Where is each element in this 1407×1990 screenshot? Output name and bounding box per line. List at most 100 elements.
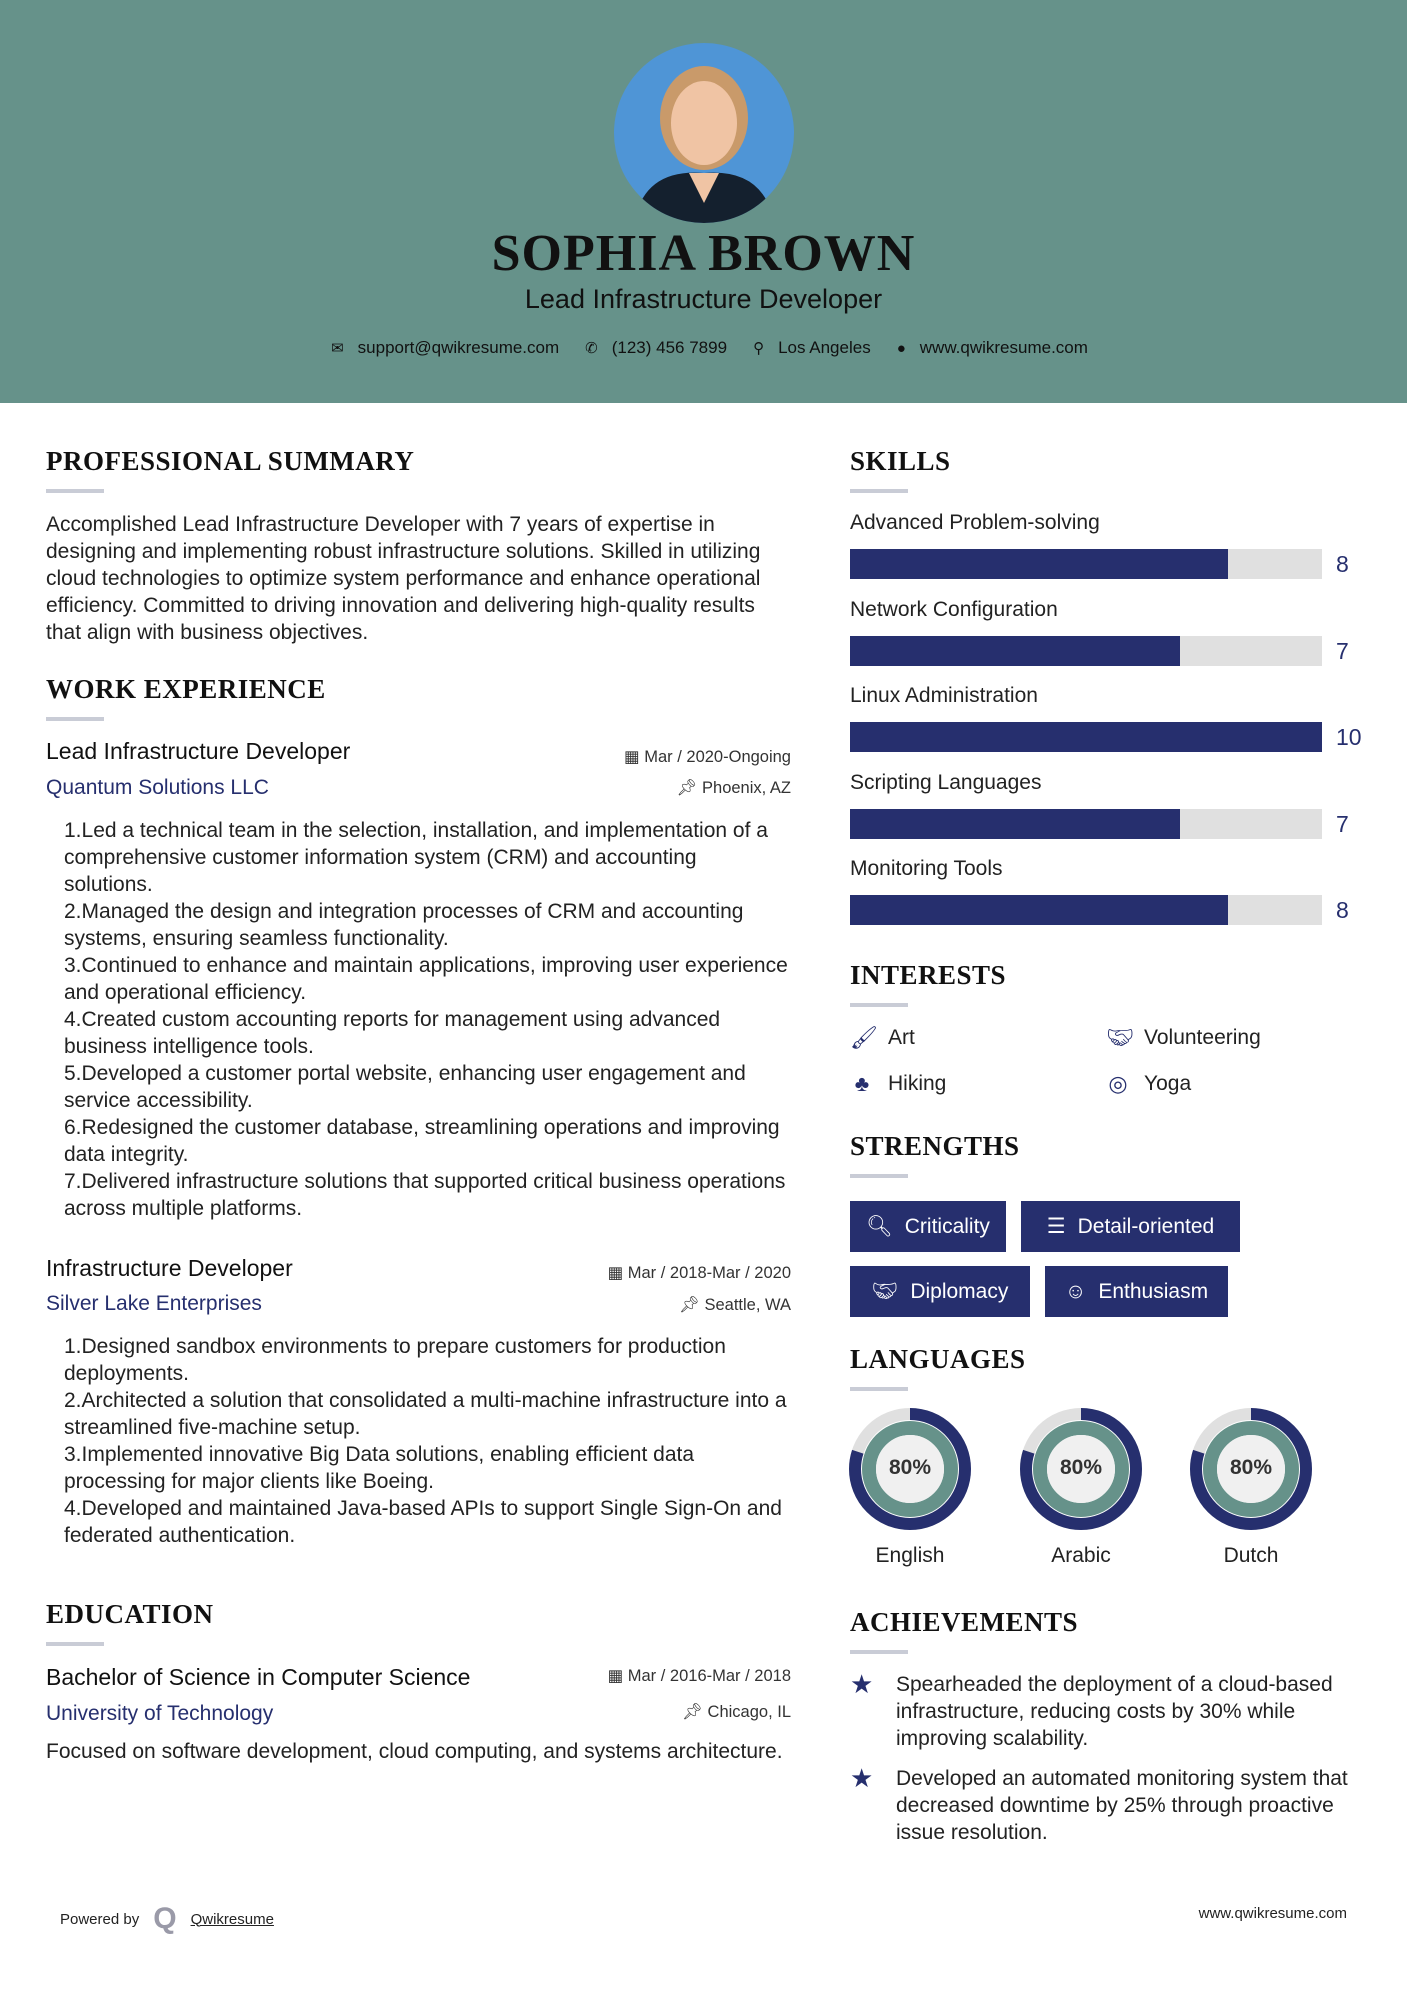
qwikresume-logo-icon: Q: [153, 1902, 177, 1935]
achievement-item: ★ Developed an automated monitoring syste…: [850, 1763, 1348, 1845]
education-dates: ▦ Mar / 2016-Mar / 2018: [607, 1667, 791, 1685]
star-icon: ★: [850, 1763, 874, 1793]
donut-progress: [849, 1408, 971, 1530]
language-name: Dutch: [1223, 1544, 1279, 1567]
contact-phone: (123) 456 7899: [611, 338, 728, 357]
heading-underline: [46, 717, 104, 721]
tree-icon: ♣: [854, 1071, 870, 1096]
language-name: Arabic: [1051, 1544, 1111, 1567]
education-description: Focused on software development, cloud c…: [46, 1740, 783, 1763]
skill-bar: [850, 808, 1322, 839]
list-item: 1.Led a technical team in the selection,…: [64, 819, 768, 896]
donut-ring: [862, 1421, 958, 1517]
contact-email[interactable]: support@qwikresume.com: [357, 338, 560, 357]
map-pin-icon: ⚲: [753, 340, 765, 357]
list-item: 4.Developed and maintained Java-based AP…: [64, 1497, 782, 1547]
job-dates: ▦ Mar / 2020-Ongoing: [624, 748, 791, 766]
strengths-heading: STRENGTHS: [850, 1131, 1020, 1161]
donut-center: [876, 1435, 944, 1503]
heading-underline: [46, 1642, 104, 1646]
skill-bar: [850, 722, 1322, 752]
heading-underline: [46, 489, 104, 493]
footer-powered-by: Powered by Q Qwikresume: [60, 1902, 274, 1936]
achievements-heading: ACHIEVEMENTS: [850, 1607, 1079, 1637]
degree: Bachelor of Science in Computer Science: [46, 1664, 471, 1690]
globe-icon: ●: [896, 339, 906, 357]
calendar-icon: ▦: [607, 1667, 628, 1685]
list-item: 5.Developed a customer portal website, e…: [64, 1062, 746, 1112]
skill-bar-fill: [850, 549, 1228, 579]
envelope-icon: ✉: [331, 340, 344, 357]
school: University of Technology: [46, 1702, 274, 1725]
strength-chip: 🔍︎ Criticality: [850, 1201, 1006, 1252]
skill-bar: [850, 549, 1322, 579]
job-title: Infrastructure Developer: [46, 1255, 293, 1281]
skill-name: Network Configuration: [850, 597, 1058, 621]
donut-ring: [1203, 1421, 1299, 1517]
heading-underline: [850, 1174, 908, 1178]
strength-chip: ☰ Detail-oriented: [1021, 1201, 1240, 1252]
skill-bar-fill: [850, 808, 1181, 839]
donut-center: [1217, 1435, 1285, 1503]
list-item: 3.Implemented innovative Big Data soluti…: [64, 1443, 695, 1493]
skill-name: Scripting Languages: [850, 770, 1042, 794]
list-item: 2.Architected a solution that consolidat…: [64, 1389, 787, 1439]
list-number: 3.: [64, 954, 82, 977]
list-number: 3.: [64, 1443, 82, 1466]
list-item: 4.Created custom accounting reports for …: [64, 1008, 721, 1058]
calendar-icon: ▦: [607, 1264, 628, 1282]
list-number: 7.: [64, 1170, 82, 1193]
education-location: 📌︎ Chicago, IL: [681, 1703, 791, 1721]
brand-link[interactable]: Qwikresume: [190, 1910, 274, 1928]
list-number: 4.: [64, 1008, 82, 1031]
interest-item: ◎ Yoga: [1106, 1071, 1191, 1097]
contact-location: Los Angeles: [778, 338, 871, 357]
job-company: Quantum Solutions LLC: [46, 776, 269, 799]
profile-photo: [614, 43, 794, 223]
skill-name: Advanced Problem-solving: [850, 511, 1100, 534]
contact-website[interactable]: www.qwikresume.com: [919, 338, 1088, 357]
skill-bar-fill: [850, 635, 1181, 666]
language-donut: 80%: [1189, 1407, 1313, 1531]
donut-progress: [1020, 1408, 1142, 1530]
job-title: Lead Infrastructure Developer: [46, 738, 351, 764]
list-number: 1.: [64, 1335, 82, 1358]
list-number: 6.: [64, 1116, 82, 1139]
list-item: 7.Delivered infrastructure solutions tha…: [64, 1170, 786, 1220]
summary-heading: PROFESSIONAL SUMMARY: [46, 446, 415, 476]
skill-value: 8: [1336, 897, 1349, 923]
achievement-item: ★ Spearheaded the deployment of a cloud-b…: [850, 1669, 1333, 1751]
job-responsibilities: 1.Led a technical team in the selection,…: [46, 817, 791, 1222]
donut-progress: [1190, 1408, 1312, 1530]
job-location: 📌︎ Seattle, WA: [678, 1296, 791, 1314]
skill-value: 10: [1336, 724, 1362, 750]
candidate-name: SOPHIA BROWN: [491, 225, 916, 282]
languages-heading: LANGUAGES: [850, 1344, 1026, 1374]
job-location: 📌︎ Phoenix, AZ: [676, 779, 791, 797]
job-dates: ▦ Mar / 2018-Mar / 2020: [607, 1264, 791, 1282]
skills-heading: SKILLS: [850, 446, 951, 476]
list-number: 2.: [64, 1389, 82, 1412]
summary-text: Accomplished Lead Infrastructure Develop…: [46, 513, 761, 644]
list-number: 4.: [64, 1497, 82, 1520]
lifebuoy-icon: ◎: [1108, 1071, 1128, 1096]
skill-value: 7: [1336, 810, 1349, 837]
star-icon: ★: [850, 1669, 874, 1699]
strength-chip: 🤝︎ Diplomacy: [850, 1266, 1030, 1317]
interest-item: 🤝︎ Volunteering: [1106, 1025, 1261, 1050]
interest-item: ♣ Hiking: [850, 1071, 947, 1097]
handshake-icon: 🤝︎: [1106, 1025, 1134, 1050]
pin-icon: 📌︎: [676, 779, 703, 797]
skill-bar: [850, 895, 1322, 925]
language-name: English: [875, 1544, 945, 1567]
paintbrush-icon: 🖌︎: [850, 1025, 878, 1050]
language-percent: 80%: [1059, 1456, 1103, 1479]
language-donut: 80%: [1019, 1407, 1143, 1531]
skill-name: Monitoring Tools: [850, 857, 1003, 880]
heading-underline: [850, 1003, 908, 1007]
pin-icon: 📌︎: [678, 1296, 705, 1314]
job-responsibilities: 1.Designed sandbox environments to prepa…: [46, 1333, 791, 1549]
footer-website[interactable]: www.qwikresume.com: [1198, 1905, 1347, 1922]
list-number: 2.: [64, 900, 82, 923]
calendar-icon: ▦: [624, 748, 645, 766]
